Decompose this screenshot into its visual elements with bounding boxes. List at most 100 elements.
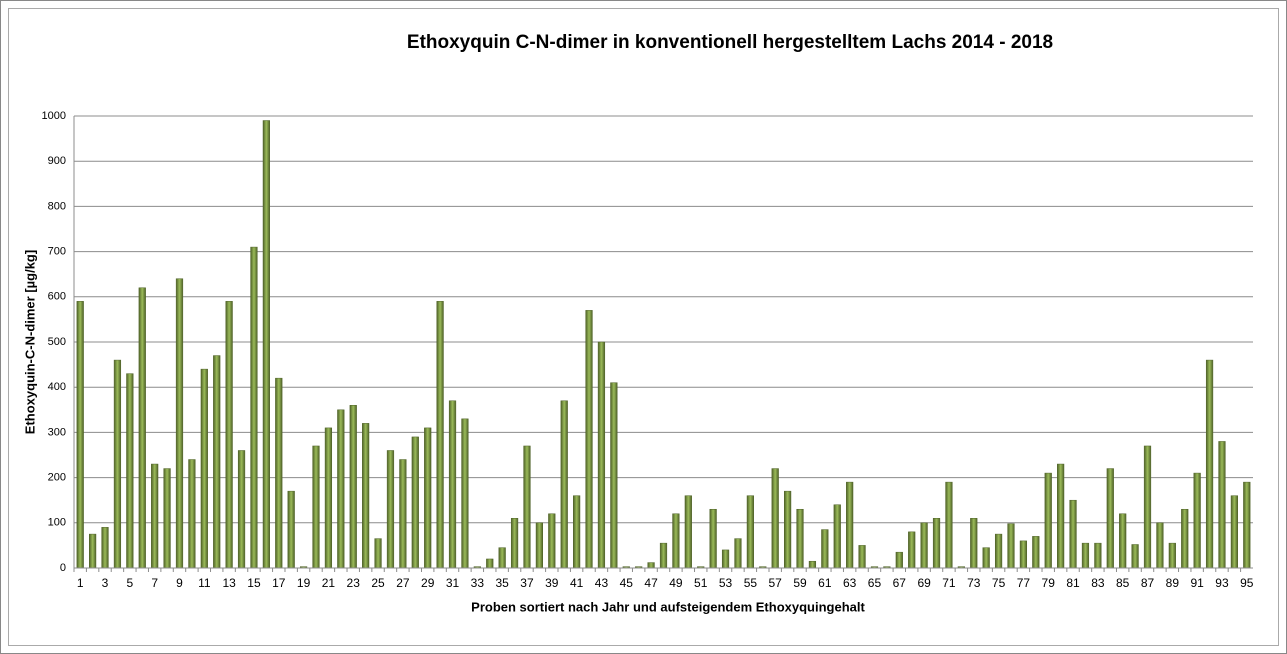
bar (1218, 441, 1226, 569)
bar (721, 549, 730, 569)
x-tick-label: 39 (545, 576, 559, 590)
y-tick-label: 100 (48, 517, 66, 529)
x-tick-label: 67 (893, 576, 907, 590)
y-tick-label: 900 (48, 155, 66, 167)
x-tick-label: 77 (1017, 576, 1031, 590)
bar (448, 400, 457, 569)
x-tick-label: 61 (818, 576, 832, 590)
bar (970, 518, 978, 569)
x-tick-label: 79 (1042, 576, 1056, 590)
x-tick-label: 15 (247, 576, 261, 590)
bar (188, 459, 196, 569)
bar (796, 508, 804, 569)
y-tick-label: 500 (48, 336, 66, 348)
y-axis-label: Ethoxyquin-C-N-dimer [µg/kg] (22, 250, 37, 434)
x-tick-label: 57 (769, 576, 783, 590)
bar (386, 450, 395, 569)
bar (1243, 481, 1251, 569)
y-tick-label: 700 (48, 246, 66, 258)
x-tick-label: 13 (222, 576, 236, 590)
bar (684, 495, 692, 569)
bar (610, 382, 618, 569)
bar (349, 405, 357, 569)
bar (1131, 544, 1139, 569)
x-tick-label: 3 (102, 576, 109, 590)
bar (821, 529, 829, 569)
x-tick-label: 53 (719, 576, 733, 590)
x-tick-label: 49 (669, 576, 683, 590)
bar (784, 490, 792, 569)
bar (163, 468, 171, 569)
bar (411, 436, 419, 569)
x-tick-label: 95 (1240, 576, 1254, 590)
bar (1156, 522, 1164, 569)
bar (486, 558, 494, 569)
bar (920, 522, 928, 569)
bar (399, 459, 407, 569)
bar (833, 504, 841, 569)
bar (225, 301, 233, 569)
bar (1007, 523, 1015, 569)
y-tick-label: 800 (48, 200, 66, 212)
x-tick-label: 45 (620, 576, 634, 590)
x-tick-label: 35 (495, 576, 509, 590)
x-tick-label: 93 (1215, 576, 1229, 590)
chart-title: Ethoxyquin C-N-dimer in konventionell he… (407, 32, 1053, 53)
bar (76, 301, 84, 569)
bar (1143, 445, 1152, 569)
bar (1069, 499, 1077, 569)
bar (287, 490, 295, 569)
x-tick-label: 9 (176, 576, 183, 590)
bar (1230, 495, 1238, 569)
bar (709, 508, 717, 569)
x-tick-label: 91 (1190, 576, 1204, 590)
x-tick-label: 41 (570, 576, 584, 590)
x-tick-label: 19 (297, 576, 311, 590)
bar (994, 533, 1003, 569)
x-tick-label: 83 (1091, 576, 1105, 590)
bar (895, 551, 903, 569)
bar (337, 409, 345, 569)
y-tick-label: 400 (48, 381, 66, 393)
bar (932, 518, 941, 569)
bar (734, 538, 742, 569)
chart-border (8, 8, 1279, 646)
bar (1193, 472, 1201, 569)
x-tick-label: 75 (992, 576, 1006, 590)
x-tick-label: 37 (520, 576, 534, 590)
bar (945, 481, 953, 569)
x-tick-label: 65 (868, 576, 882, 590)
bar (846, 481, 854, 569)
x-tick-label: 71 (942, 576, 956, 590)
bar (374, 538, 382, 569)
x-tick-label: 55 (744, 576, 758, 590)
bar (982, 547, 990, 569)
bar (250, 246, 258, 569)
bar (672, 513, 680, 569)
bar (659, 542, 668, 569)
y-tick-label: 200 (48, 472, 66, 484)
bar (275, 377, 283, 569)
bar (262, 120, 270, 569)
bar (1094, 542, 1102, 569)
x-tick-label: 27 (396, 576, 410, 590)
bar (1205, 359, 1214, 569)
x-tick-label: 1 (77, 576, 84, 590)
bar (89, 533, 97, 569)
y-tick-label: 1000 (42, 110, 66, 122)
bar (535, 522, 543, 569)
bar (858, 545, 866, 569)
bar (1057, 463, 1065, 569)
bar (498, 547, 506, 569)
bar (523, 445, 531, 569)
bar (585, 310, 593, 569)
x-axis-label: Proben sortiert nach Jahr und aufsteigen… (471, 599, 865, 614)
bar (1081, 542, 1090, 569)
x-tick-label: 59 (793, 576, 807, 590)
bar (746, 495, 754, 569)
x-tick-label: 43 (595, 576, 609, 590)
x-tick-label: 33 (471, 576, 485, 590)
bar (324, 427, 333, 569)
